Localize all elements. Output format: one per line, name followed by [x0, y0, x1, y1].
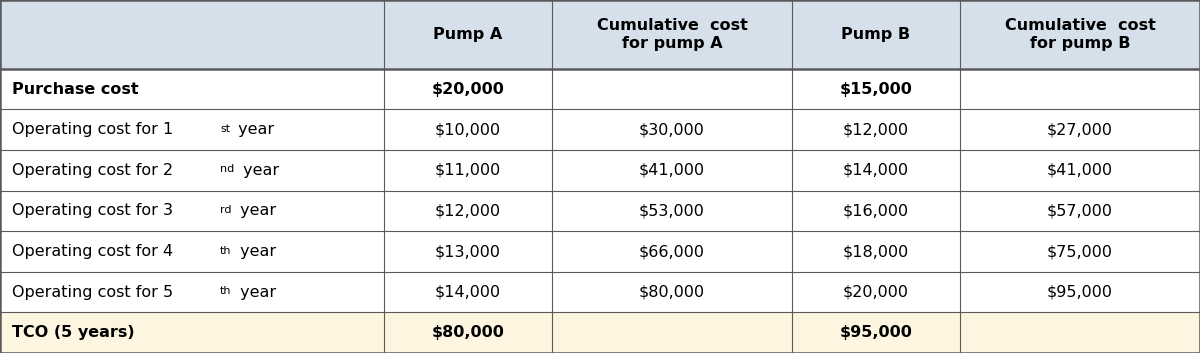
Text: th: th — [220, 286, 232, 296]
Text: th: th — [220, 246, 232, 256]
Text: Pump A: Pump A — [433, 27, 503, 42]
Text: $14,000: $14,000 — [842, 163, 910, 178]
Text: $20,000: $20,000 — [432, 82, 504, 97]
Bar — [384, 150, 552, 191]
Bar — [0, 69, 384, 109]
Text: year: year — [239, 163, 280, 178]
Bar — [0, 191, 384, 231]
Text: Cumulative  cost
for pump A: Cumulative cost for pump A — [596, 18, 748, 50]
Bar — [384, 0, 552, 69]
Bar — [552, 312, 792, 353]
Text: $12,000: $12,000 — [842, 122, 910, 137]
Bar — [552, 150, 792, 191]
Text: $13,000: $13,000 — [436, 244, 502, 259]
Bar — [792, 231, 960, 272]
Bar — [960, 0, 1200, 69]
Bar — [0, 272, 384, 312]
Bar — [960, 231, 1200, 272]
Bar — [792, 150, 960, 191]
Text: rd: rd — [220, 205, 232, 215]
Text: year: year — [235, 285, 276, 300]
Text: Operating cost for 5: Operating cost for 5 — [12, 285, 173, 300]
Bar — [0, 231, 384, 272]
Text: $80,000: $80,000 — [638, 285, 706, 300]
Text: $16,000: $16,000 — [842, 203, 910, 219]
Text: $80,000: $80,000 — [432, 325, 504, 340]
Text: $75,000: $75,000 — [1046, 244, 1114, 259]
Bar — [384, 69, 552, 109]
Bar — [792, 69, 960, 109]
Text: $53,000: $53,000 — [640, 203, 704, 219]
Text: year: year — [235, 244, 276, 259]
Text: Operating cost for 2: Operating cost for 2 — [12, 163, 173, 178]
Bar — [960, 69, 1200, 109]
Text: $57,000: $57,000 — [1046, 203, 1114, 219]
Text: $95,000: $95,000 — [1046, 285, 1114, 300]
Bar — [384, 231, 552, 272]
Text: $95,000: $95,000 — [840, 325, 912, 340]
Bar — [960, 272, 1200, 312]
Text: $41,000: $41,000 — [1046, 163, 1114, 178]
Bar — [960, 312, 1200, 353]
Text: st: st — [220, 124, 230, 134]
Text: $20,000: $20,000 — [842, 285, 910, 300]
Bar — [552, 69, 792, 109]
Bar — [792, 109, 960, 150]
Bar — [384, 191, 552, 231]
Text: $66,000: $66,000 — [640, 244, 706, 259]
Text: $15,000: $15,000 — [840, 82, 912, 97]
Text: $30,000: $30,000 — [640, 122, 704, 137]
Text: Operating cost for 1: Operating cost for 1 — [12, 122, 173, 137]
Bar — [0, 150, 384, 191]
Bar — [0, 109, 384, 150]
Text: $27,000: $27,000 — [1046, 122, 1114, 137]
Text: $10,000: $10,000 — [434, 122, 502, 137]
Bar — [384, 312, 552, 353]
Text: $14,000: $14,000 — [434, 285, 502, 300]
Bar — [960, 109, 1200, 150]
Text: Operating cost for 3: Operating cost for 3 — [12, 203, 173, 219]
Bar — [552, 272, 792, 312]
Text: year: year — [234, 203, 276, 219]
Text: $41,000: $41,000 — [638, 163, 706, 178]
Bar — [552, 109, 792, 150]
Bar — [0, 312, 384, 353]
Text: Operating cost for 4: Operating cost for 4 — [12, 244, 173, 259]
Bar — [792, 272, 960, 312]
Bar — [552, 231, 792, 272]
Bar — [552, 191, 792, 231]
Bar — [792, 312, 960, 353]
Text: $11,000: $11,000 — [434, 163, 502, 178]
Text: $12,000: $12,000 — [434, 203, 502, 219]
Text: Purchase cost: Purchase cost — [12, 82, 139, 97]
Bar — [792, 0, 960, 69]
Text: Cumulative  cost
for pump B: Cumulative cost for pump B — [1004, 18, 1156, 50]
Text: Pump B: Pump B — [841, 27, 911, 42]
Bar — [0, 0, 384, 69]
Bar — [384, 272, 552, 312]
Bar — [792, 191, 960, 231]
Text: $18,000: $18,000 — [842, 244, 910, 259]
Bar — [552, 0, 792, 69]
Bar — [960, 150, 1200, 191]
Text: year: year — [233, 122, 275, 137]
Bar — [960, 191, 1200, 231]
Text: TCO (5 years): TCO (5 years) — [12, 325, 134, 340]
Text: nd: nd — [220, 164, 234, 174]
Bar — [384, 109, 552, 150]
